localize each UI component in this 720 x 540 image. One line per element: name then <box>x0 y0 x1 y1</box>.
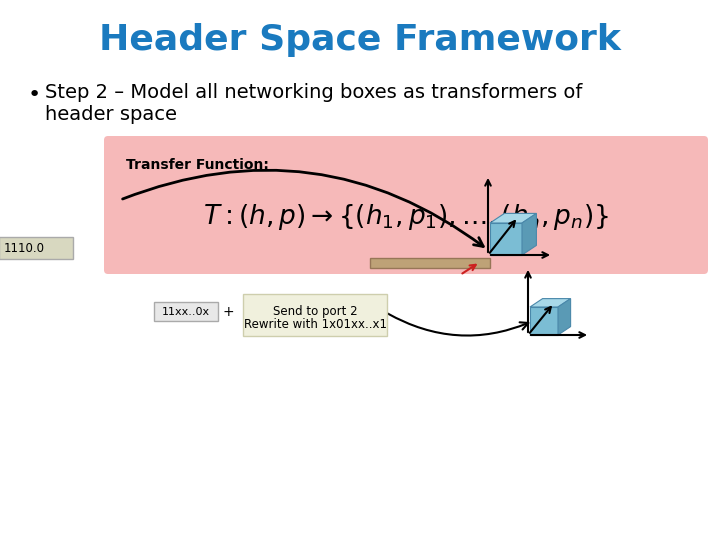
FancyBboxPatch shape <box>370 258 490 268</box>
Text: +: + <box>222 305 234 319</box>
Text: header space: header space <box>45 105 177 124</box>
Text: Rewrite with 1x01xx..x1: Rewrite with 1x01xx..x1 <box>243 319 387 332</box>
FancyArrowPatch shape <box>387 313 528 335</box>
FancyBboxPatch shape <box>154 302 218 321</box>
Text: Step 2 – Model all networking boxes as transformers of: Step 2 – Model all networking boxes as t… <box>45 83 582 102</box>
Text: Send to port 2: Send to port 2 <box>273 305 357 318</box>
Polygon shape <box>530 307 558 335</box>
FancyBboxPatch shape <box>243 294 387 336</box>
Text: Transfer Function:: Transfer Function: <box>126 158 269 172</box>
Text: Header Space Framework: Header Space Framework <box>99 23 621 57</box>
FancyArrowPatch shape <box>122 170 483 246</box>
Text: 11xx..0x: 11xx..0x <box>162 307 210 317</box>
Polygon shape <box>558 299 571 335</box>
FancyBboxPatch shape <box>0 237 73 259</box>
FancyBboxPatch shape <box>104 136 708 274</box>
Polygon shape <box>522 213 536 255</box>
Polygon shape <box>490 213 536 223</box>
Polygon shape <box>530 299 571 307</box>
Polygon shape <box>490 223 522 255</box>
Text: 1110.0: 1110.0 <box>4 241 45 254</box>
Text: •: • <box>28 85 41 105</box>
Text: $T : (h, p) \rightarrow \{(h_1, p_1), \ldots, (h_n, p_n)\}$: $T : (h, p) \rightarrow \{(h_1, p_1), \l… <box>203 202 609 232</box>
